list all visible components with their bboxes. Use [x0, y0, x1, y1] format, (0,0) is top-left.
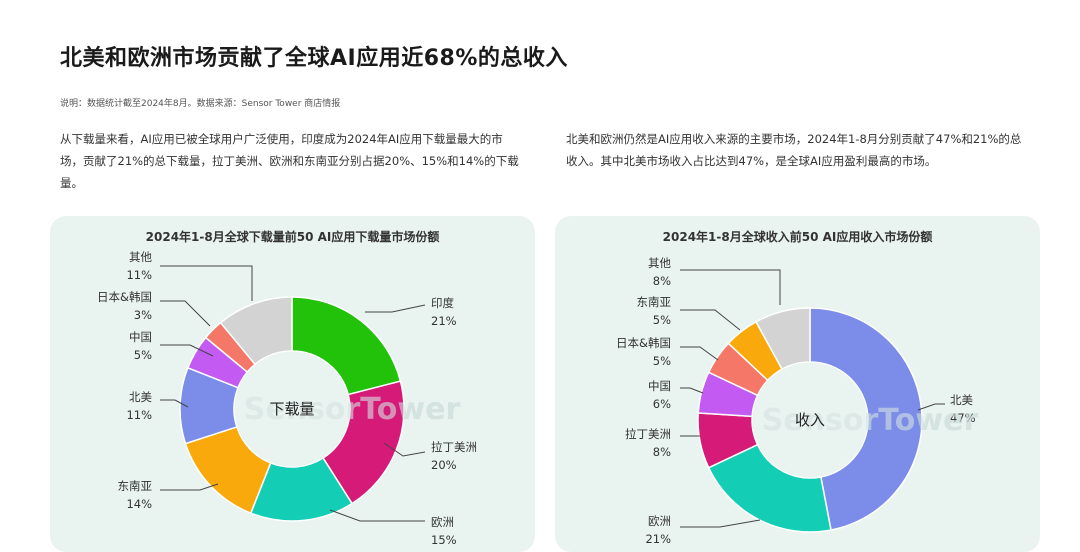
slice-value-label: 21%: [645, 532, 671, 546]
slice-value-label: 47%: [950, 411, 976, 425]
leader-line: [160, 344, 214, 357]
donut-center-label: 下载量: [269, 400, 314, 418]
leader-line: [680, 346, 719, 361]
slice-value-label: 15%: [431, 533, 457, 547]
slice-label: 东南亚: [118, 479, 153, 493]
slice-value-label: 8%: [653, 274, 671, 288]
revenue-chart-title: 2024年1-8月全球收入前50 AI应用收入市场份额: [662, 230, 933, 244]
donut-center-label: 收入: [795, 411, 825, 429]
slice-value-label: 8%: [653, 445, 671, 459]
leader-line: [160, 265, 253, 301]
slice-label: 欧洲: [648, 514, 671, 528]
slice-label: 其他: [648, 256, 671, 270]
leader-line: [160, 483, 219, 491]
slice-label: 拉丁美洲: [625, 427, 671, 441]
leader-line: [680, 387, 704, 394]
slice-label: 日本&韩国: [616, 336, 671, 350]
donut-slice-0: [809, 307, 923, 531]
download-chart-title: 2024年1-8月全球下载量前50 AI应用下载量市场份额: [145, 230, 440, 244]
slice-value-label: 5%: [653, 354, 671, 368]
slice-value-label: 3%: [134, 308, 152, 322]
source-note: 说明：数据统计截至2024年8月。数据来源：Sensor Tower 商店情报: [60, 99, 341, 109]
slice-value-label: 5%: [134, 348, 152, 362]
donut-slice-6: [755, 307, 811, 371]
slice-value-label: 14%: [126, 497, 152, 511]
slice-value-label: 6%: [653, 397, 671, 411]
slice-value-label: 5%: [653, 313, 671, 327]
slice-value-label: 21%: [431, 314, 457, 328]
leader-line: [329, 509, 425, 522]
slice-label: 中国: [648, 379, 671, 393]
slice-value-label: 11%: [126, 268, 152, 282]
slice-label: 拉丁美洲: [431, 440, 477, 454]
slice-label: 其他: [129, 250, 152, 264]
slice-value-label: 20%: [431, 458, 457, 472]
donut-slice-7: [219, 296, 293, 366]
donut-hole: [752, 362, 868, 478]
leader-line: [383, 442, 426, 457]
slice-label: 日本&韩国: [97, 290, 152, 304]
donut-hole: [234, 351, 350, 467]
slice-label: 印度: [431, 296, 454, 310]
slice-label: 北美: [950, 393, 973, 407]
leader-line: [680, 519, 761, 528]
watermark-overlay: SensorTower: [762, 403, 979, 438]
leader-line: [160, 399, 189, 408]
slice-label: 东南亚: [637, 295, 672, 309]
page-title: 北美和欧洲市场贡献了全球AI应用近68%的总收入: [60, 46, 568, 71]
slice-label: 北美: [129, 390, 152, 404]
leader-line: [917, 403, 945, 411]
watermark-overlay: SensorTower: [244, 392, 461, 427]
download-paragraph: 从下载量来看，AI应用已被全球用户广泛使用，印度成为2024年AI应用下载量最大…: [60, 132, 519, 190]
leader-line: [160, 300, 211, 327]
download-donut-chart: SensorTower 印度 21% 拉丁美洲 20% 欧洲 15% 东南亚 14% 北美 11% 中…: [97, 250, 477, 547]
leader-line: [680, 309, 741, 331]
revenue-donut-chart: SensorTower北美 47% 欧洲 21% 拉丁美洲 8% 中国 6% 日本&韩国 5% 东南…: [616, 256, 978, 546]
slice-label: 中国: [129, 330, 152, 344]
slice-label: 欧洲: [431, 515, 454, 529]
leader-line: [680, 269, 781, 305]
revenue-paragraph: 北美和欧洲仍然是AI应用收入来源的主要市场，2024年1-8月分别贡献了47%和…: [566, 132, 1022, 168]
leader-line: [365, 304, 426, 313]
slice-value-label: 11%: [126, 408, 152, 422]
